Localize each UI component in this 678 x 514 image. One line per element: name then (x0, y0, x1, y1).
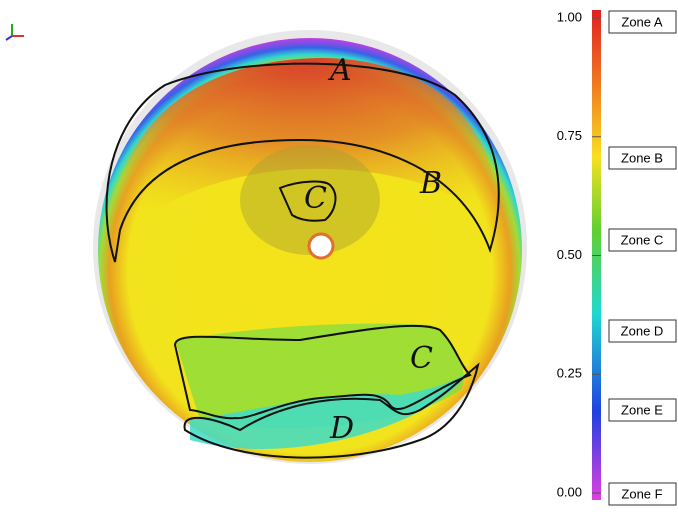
annotation: C (304, 181, 327, 216)
annotation: D (329, 411, 354, 446)
annotation: B (419, 166, 442, 201)
zone-label: Zone F (621, 486, 662, 501)
colorbar-axis: 1.00 0.75 0.50 0.25 0.00 Zone A Zone B Zone C Zo… (557, 9, 676, 505)
zone-label: Zone C (621, 232, 664, 247)
axis-triad (6, 24, 24, 40)
zone-label: Zone D (621, 323, 664, 338)
tick-label: 1.00 (557, 9, 582, 24)
zone-label: Zone B (621, 150, 663, 165)
screenshot: A B C C D 1.00 0.75 0.50 0.25 0.00 Zone A Zone… (0, 0, 678, 509)
tick-label: 0.25 (557, 366, 582, 381)
tick-label: 0.00 (557, 484, 582, 499)
tick-label: 0.75 (557, 128, 582, 143)
zone-label: Zone E (621, 402, 663, 417)
annotation: C (410, 341, 433, 376)
zone-label: Zone A (621, 14, 663, 29)
tick-label: 0.50 (557, 247, 582, 262)
annotation: A (327, 53, 352, 88)
